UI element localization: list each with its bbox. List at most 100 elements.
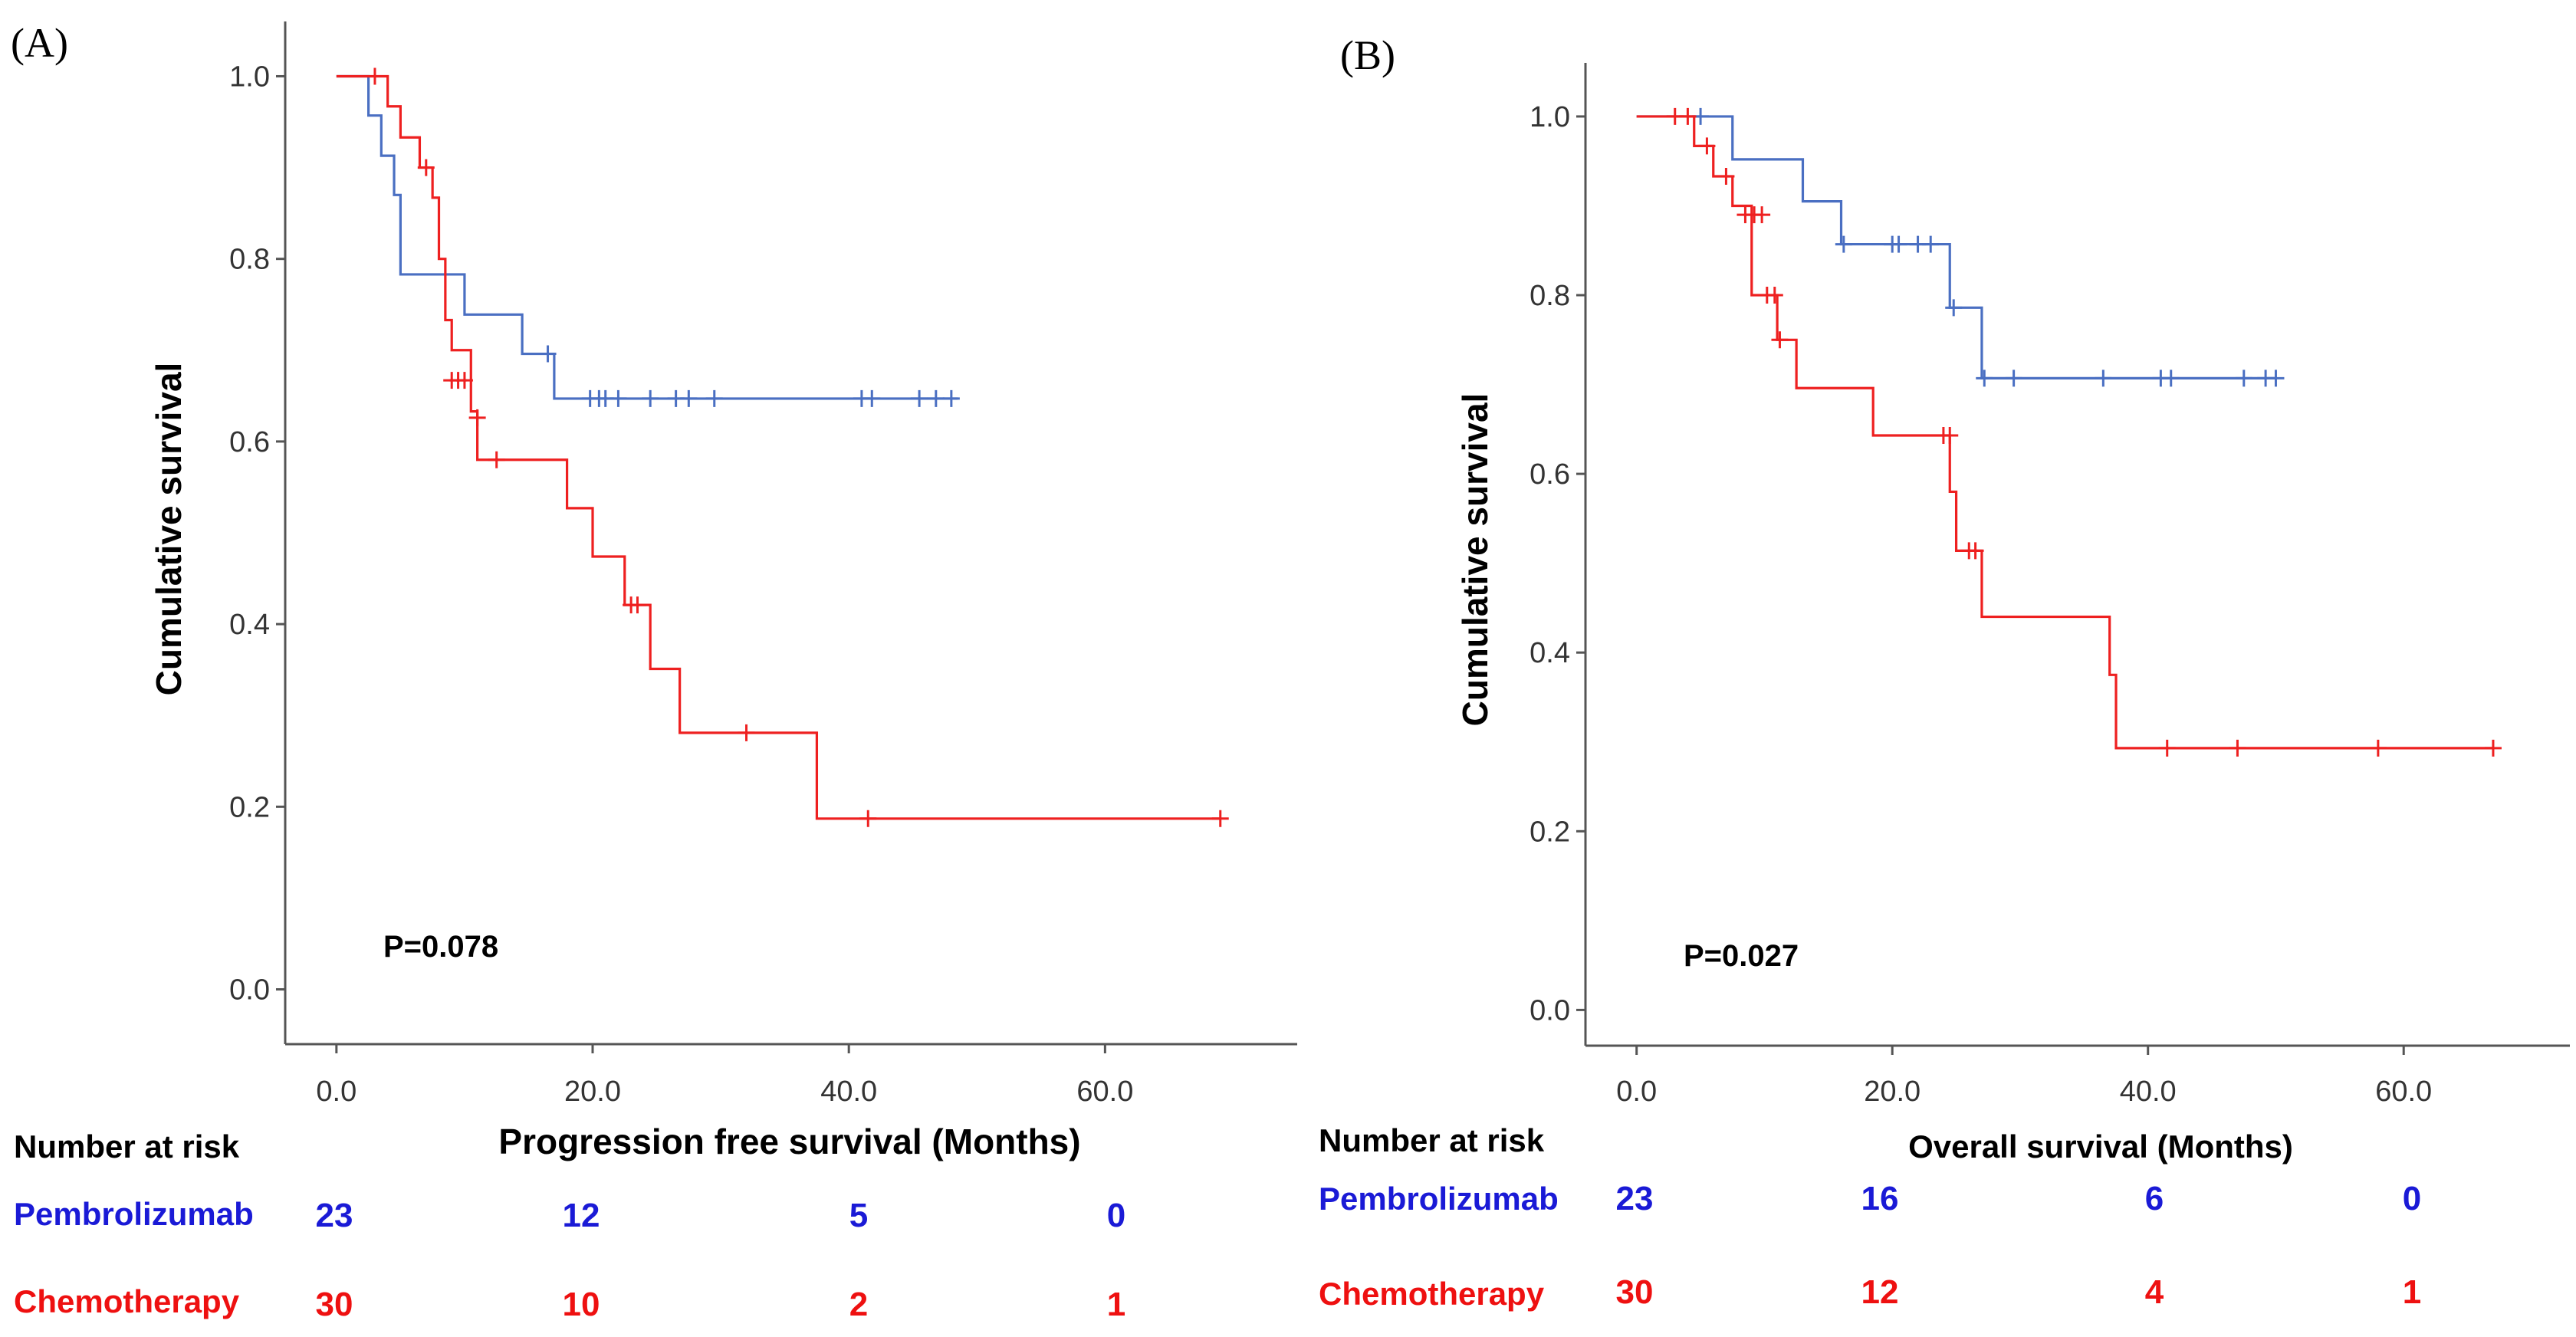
panel-a-censor-mark-pembrolizumab	[680, 389, 698, 407]
panel-b-censor-mark-chemotherapy	[1717, 168, 1735, 186]
panel-b-censor-mark-chemotherapy	[2484, 739, 2502, 757]
panel-a-curve-chemotherapy	[336, 74, 1221, 820]
panel-b-censor-mark-chemotherapy	[1679, 107, 1697, 125]
panel-b-y-tick-label: 0.0	[1530, 994, 1570, 1027]
panel-b-censor-mark-pembrolizumab	[2162, 370, 2180, 387]
panel-b-censor-mark-chemotherapy	[2229, 739, 2246, 757]
panel-a-risk-label-chemotherapy: Chemotherapy	[14, 1283, 240, 1319]
panel-a-risk-table: Number at risk Pembrolizumab Chemotherap…	[14, 1128, 1125, 1323]
panel-b-label: (B)	[1340, 32, 1395, 78]
panel-b-y-tick-label: 0.4	[1530, 637, 1570, 669]
panel-a-censor-mark-pembrolizumab	[705, 389, 723, 407]
panel-b-curve-chemotherapy	[1636, 115, 2493, 750]
panel-a-y-tick-label: 0.0	[229, 974, 270, 1007]
panel-a-risk-label-pembrolizumab: Pembrolizumab	[14, 1196, 254, 1232]
panel-b-y-tick-label: 0.6	[1530, 458, 1570, 491]
panel-b-y-axis-title: Cumulative survival	[1455, 393, 1495, 727]
panel-a-y-tick-label: 1.0	[229, 61, 270, 93]
panel-a-x-tick-label: 20.0	[564, 1076, 621, 1108]
panel-b-risk-label-chemotherapy: Chemotherapy	[1319, 1276, 1545, 1312]
panel-b-x-tick-label: 20.0	[1864, 1076, 1921, 1108]
panel-b-x-tick-label: 0.0	[1616, 1076, 1657, 1108]
panel-a-censor-mark-chemotherapy	[366, 67, 383, 85]
panel-b-y-tick-label: 0.8	[1530, 280, 1570, 312]
panel-a-y-tick-label: 0.2	[229, 791, 270, 823]
panel-b-risk-chemo-40: 4	[2145, 1273, 2164, 1311]
panel-a-y-tick-label: 0.8	[229, 244, 270, 276]
panel-a-censor-mark-pembrolizumab	[610, 389, 627, 407]
panel-b-censor-mark-pembrolizumab	[1945, 299, 1963, 317]
panel-b-censor-mark-chemotherapy	[1771, 331, 1789, 349]
panel-a-risk-chemo-40: 2	[849, 1286, 868, 1323]
panel-a-risk-pem-60: 0	[1107, 1197, 1125, 1234]
panel-b-censor-mark-pembrolizumab	[2005, 370, 2022, 387]
panel-b-censor-mark-pembrolizumab	[2095, 370, 2112, 387]
panel-a-y-axis-title: Cumulative survival	[149, 363, 189, 696]
panel-a-censor-mark-pembrolizumab	[942, 389, 960, 407]
panel-a: (A) 0.0 0.2 0.4 0.6 0.8 1.0 0.0 20.0 40.0 60.0 Cu…	[11, 20, 1297, 1323]
panel-a-x-tick-label: 0.0	[316, 1076, 356, 1108]
panel-a-p-value: P=0.078	[383, 930, 498, 964]
panel-a-censor-mark-pembrolizumab	[911, 389, 928, 407]
panel-a-censor-mark-pembrolizumab	[927, 389, 945, 407]
panel-a-risk-chemo-20: 10	[563, 1286, 600, 1323]
panel-a-label: (A)	[11, 20, 68, 66]
panel-a-censor-mark-chemotherapy	[859, 810, 877, 827]
panel-b: (B) 0.0 0.2 0.4 0.6 0.8 1.0 0.0 20.0 40.0 60.0 Cu…	[1319, 32, 2570, 1312]
panel-a-censor-mark-chemotherapy	[629, 596, 646, 614]
panel-b-plot-area: 0.0 0.2 0.4 0.6 0.8 1.0 0.0 20.0 40.0 60.0	[1530, 63, 2570, 1108]
panel-a-risk-header: Number at risk	[14, 1128, 240, 1165]
panel-b-risk-label-pembrolizumab: Pembrolizumab	[1319, 1181, 1559, 1217]
panel-b-censor-mark-pembrolizumab	[1976, 370, 1993, 387]
panel-a-censor-mark-chemotherapy	[1211, 810, 1229, 827]
panel-a-risk-pem-20: 12	[563, 1197, 600, 1234]
panel-b-censor-mark-pembrolizumab	[1922, 235, 1940, 253]
panel-a-risk-pem-0: 23	[316, 1197, 353, 1234]
panel-a-x-axis-title: Progression free survival (Months)	[498, 1122, 1080, 1161]
panel-a-risk-pem-40: 5	[849, 1197, 868, 1234]
panel-a-risk-chemo-0: 30	[316, 1286, 353, 1323]
panel-b-risk-table: Number at risk Pembrolizumab Chemotherap…	[1319, 1122, 2421, 1312]
panel-b-x-tick-label: 40.0	[2120, 1076, 2177, 1108]
panel-a-censor-mark-pembrolizumab	[863, 389, 881, 407]
panel-b-x-axis-title: Overall survival (Months)	[1908, 1128, 2293, 1165]
panel-a-risk-chemo-60: 1	[1107, 1286, 1125, 1323]
panel-a-censor-mark-pembrolizumab	[642, 389, 659, 407]
panel-b-risk-pem-40: 6	[2145, 1180, 2164, 1217]
panel-b-censor-mark-chemotherapy	[1753, 206, 1771, 224]
panel-a-x-tick-label: 40.0	[820, 1076, 877, 1108]
panel-b-risk-pem-60: 0	[2403, 1180, 2421, 1217]
panel-a-y-tick-label: 0.4	[229, 609, 270, 641]
panel-a-plot-area: 0.0 0.2 0.4 0.6 0.8 1.0 0.0 20.0 40.0 60.0	[229, 21, 1297, 1108]
panel-b-risk-pem-0: 23	[1616, 1180, 1654, 1217]
panel-b-y-tick-label: 1.0	[1530, 101, 1570, 133]
panel-b-p-value: P=0.027	[1684, 939, 1799, 973]
panel-b-censor-mark-chemotherapy	[1766, 287, 1783, 304]
panel-b-censor-mark-chemotherapy	[1698, 137, 1716, 155]
panel-b-risk-chemo-0: 30	[1616, 1273, 1654, 1311]
panel-b-risk-header: Number at risk	[1319, 1122, 1545, 1158]
panel-b-censor-mark-chemotherapy	[2369, 739, 2387, 757]
panel-b-y-tick-label: 0.2	[1530, 816, 1570, 848]
panel-a-x-tick-label: 60.0	[1076, 1076, 1133, 1108]
panel-b-curve-pembrolizumab	[1636, 115, 2276, 380]
panel-a-censor-mark-chemotherapy	[468, 409, 486, 426]
panel-a-censor-mark-chemotherapy	[738, 724, 755, 741]
panel-b-censor-mark-chemotherapy	[1967, 542, 1984, 560]
panel-b-censor-mark-pembrolizumab	[1835, 235, 1852, 253]
panel-a-censor-mark-chemotherapy	[455, 372, 473, 389]
panel-b-risk-chemo-60: 1	[2403, 1273, 2421, 1311]
panel-a-censor-mark-pembrolizumab	[539, 345, 557, 363]
panel-b-risk-pem-20: 16	[1861, 1180, 1899, 1217]
panel-b-risk-chemo-20: 12	[1861, 1273, 1899, 1311]
panel-a-censor-mark-chemotherapy	[488, 451, 505, 468]
panel-a-censor-mark-chemotherapy	[417, 159, 435, 176]
panel-b-x-tick-label: 60.0	[2375, 1076, 2432, 1108]
panel-b-censor-mark-chemotherapy	[2158, 739, 2176, 757]
panel-b-censor-mark-pembrolizumab	[2267, 370, 2285, 387]
panel-b-censor-mark-chemotherapy	[1941, 426, 1959, 444]
panel-b-censor-mark-pembrolizumab	[2235, 370, 2252, 387]
panel-a-y-tick-label: 0.6	[229, 426, 270, 458]
panel-a-curve-pembrolizumab	[336, 74, 958, 400]
